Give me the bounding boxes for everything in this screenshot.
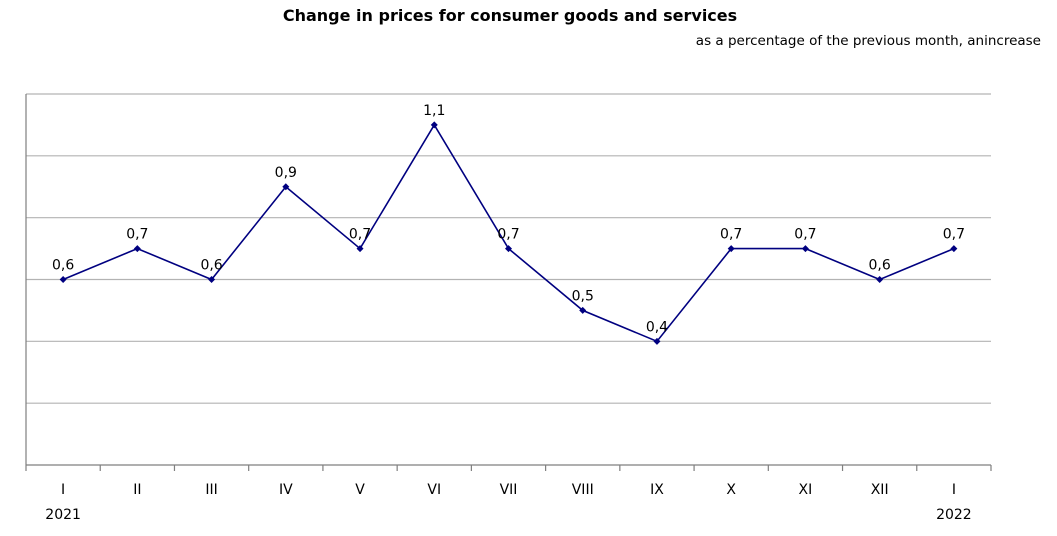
x-tick-label: III [205, 482, 217, 498]
data-label: 0,7 [720, 227, 742, 243]
x-tick-label: IV [279, 482, 293, 498]
data-point [208, 276, 216, 283]
chart-title: Change in prices for consumer goods and … [282, 6, 738, 25]
data-label: 0,5 [572, 288, 594, 304]
data-label: 0,6 [869, 258, 891, 274]
data-label: 0,7 [497, 227, 519, 243]
data-label: 0,6 [52, 258, 74, 274]
axes [25, 94, 992, 471]
x-tick-label: X [726, 482, 736, 498]
data-point [876, 276, 884, 283]
gridlines [26, 93, 991, 404]
year-label: 2021 [45, 507, 81, 523]
data-label: 0,6 [200, 258, 222, 274]
x-tick-label: VI [427, 482, 441, 498]
data-label: 0,7 [794, 227, 816, 243]
data-point [430, 121, 438, 129]
data-label: 0,4 [646, 319, 668, 335]
x-tick-label: IX [650, 482, 664, 498]
data-label: 0,7 [126, 227, 148, 243]
year-label: 2022 [936, 507, 972, 523]
data-point [727, 245, 735, 253]
x-tick-label: V [355, 482, 365, 498]
data-label: 0,9 [275, 165, 297, 181]
x-tick-label: VIII [572, 482, 594, 498]
chart-subtitle: as a percentage of the previous month, a… [695, 33, 1041, 49]
x-tick-label: II [133, 482, 141, 498]
data-point [653, 337, 661, 345]
data-point [356, 245, 364, 253]
data-point [133, 245, 141, 253]
x-tick-label: XI [799, 482, 813, 498]
data-label: 0,7 [349, 227, 371, 243]
data-point [59, 276, 67, 283]
data-label: 1,1 [423, 103, 445, 119]
data-point [579, 306, 587, 314]
data-point [282, 183, 290, 191]
data-point [950, 245, 958, 253]
data-label: 0,7 [943, 227, 965, 243]
x-tick-label: I [61, 482, 65, 498]
x-tick-label: I [952, 482, 956, 498]
data-point [505, 245, 512, 253]
x-tick-label: VII [500, 482, 518, 498]
x-tick-label: XII [871, 482, 889, 498]
data-point [801, 245, 809, 253]
series-group: 0,6 0,7 0,6 0,9 0,7 1,1 0,7 0,5 0,4 0,7 0,7 0,6 0,7 [52, 103, 965, 345]
